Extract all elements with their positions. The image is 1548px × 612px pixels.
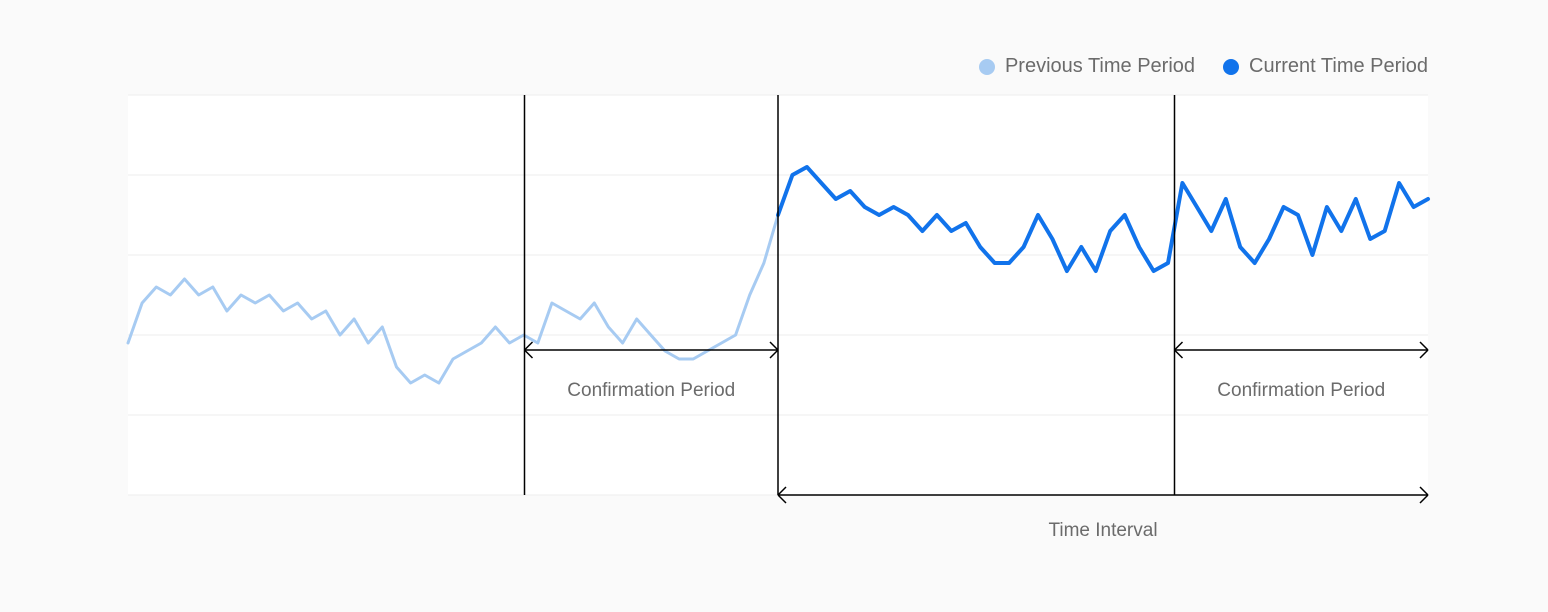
annotation-label: Confirmation Period [567, 380, 735, 402]
chart-plot-area: Confirmation PeriodConfirmation PeriodTi… [128, 95, 1428, 495]
range-arrow [525, 342, 779, 358]
legend-label: Previous Time Period [1005, 55, 1195, 78]
chart-svg [128, 95, 1428, 545]
legend-dot-icon [979, 59, 995, 75]
legend-label: Current Time Period [1249, 55, 1428, 78]
legend-dot-icon [1223, 59, 1239, 75]
annotation-label: Confirmation Period [1217, 380, 1385, 402]
legend-item-0: Previous Time Period [979, 55, 1195, 78]
range-arrow [778, 487, 1428, 503]
legend-item-1: Current Time Period [1223, 55, 1428, 78]
annotation-label: Time Interval [1048, 520, 1157, 542]
marker-lines [525, 95, 1175, 495]
range-arrow [1175, 342, 1429, 358]
series-previous-line [128, 215, 778, 383]
legend: Previous Time Period Current Time Period [979, 55, 1428, 78]
